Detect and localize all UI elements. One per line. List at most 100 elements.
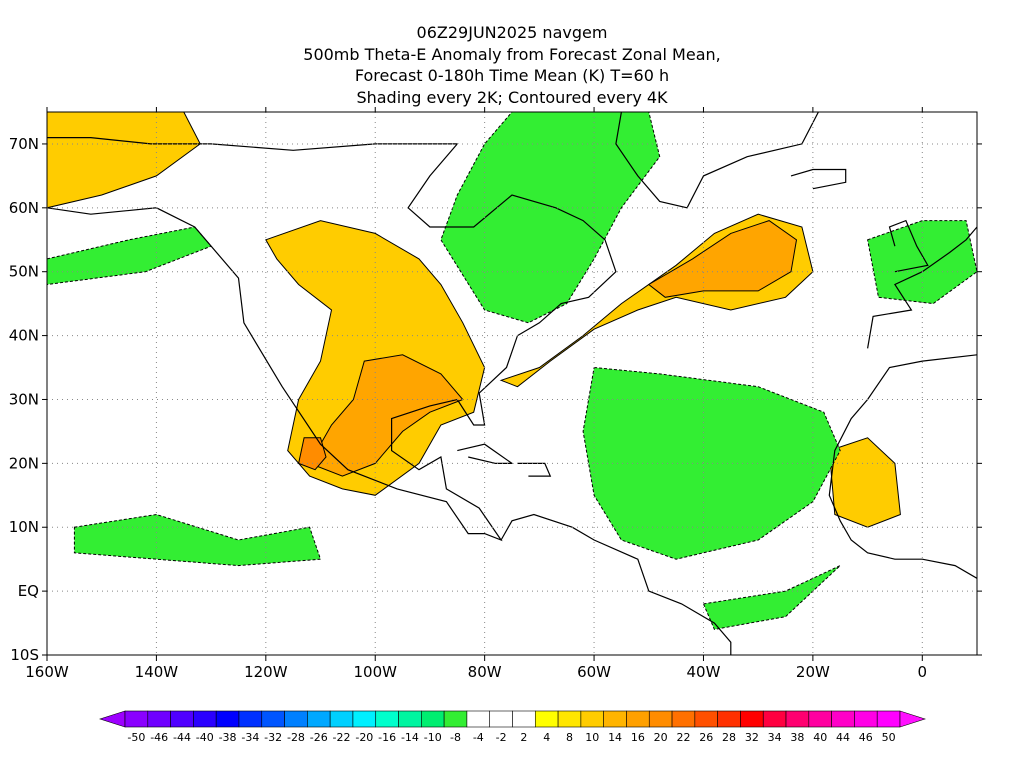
colorbar-swatch xyxy=(307,710,331,728)
anomaly-alaska-warm xyxy=(47,112,201,209)
colorbar-swatch xyxy=(489,710,513,728)
title-date-model: 06Z29JUN2025 navgem xyxy=(416,23,608,42)
colorbar-swatch xyxy=(854,710,878,728)
title-shading-note: Shading every 2K; Contoured every 4K xyxy=(356,87,668,107)
colorbar-label: 16 xyxy=(631,731,645,744)
colorbar-swatch xyxy=(785,710,810,728)
colorbar-label: -34 xyxy=(241,731,259,744)
lat-tick-label: 60N xyxy=(9,199,39,217)
lat-tick-label: 70N xyxy=(9,135,39,153)
anomaly-baja-max xyxy=(298,437,327,471)
map-titles: 06Z29JUN2025 navgem 500mb Theta-E Anomal… xyxy=(0,22,1024,108)
colorbar-label: 22 xyxy=(676,731,690,744)
colorbar-low-arrow xyxy=(99,710,126,728)
colorbar-swatch xyxy=(238,710,263,728)
colorbar-label: 38 xyxy=(790,731,804,744)
colorbar-swatch xyxy=(534,710,559,728)
lon-tick-label: 100W xyxy=(354,663,398,681)
south-america-coast xyxy=(500,513,732,655)
lon-tick-label: 160W xyxy=(25,663,69,681)
lat-tick-label: 20N xyxy=(9,454,39,472)
anomaly-us-mexico-core xyxy=(308,354,464,477)
colorbar-label: 50 xyxy=(882,731,896,744)
lat-tick-label: 10N xyxy=(9,518,39,536)
colorbar-high-arrow xyxy=(899,710,926,728)
lat-tick-label: 30N xyxy=(9,390,39,408)
colorbar-swatch xyxy=(215,710,240,728)
title-forecast-range: Forecast 0-180h Time Mean (K) T=60 h xyxy=(354,66,670,85)
colorbar-swatch xyxy=(443,710,468,728)
colorbar-swatch xyxy=(876,710,901,728)
colorbar-swatch xyxy=(626,710,650,728)
colorbar-label: 10 xyxy=(585,731,599,744)
colorbar-label: -50 xyxy=(127,731,145,744)
colorbar-label: 34 xyxy=(768,731,782,744)
colorbar-label: -32 xyxy=(264,731,282,744)
colorbar-swatch xyxy=(398,710,422,728)
axis-ticks: 160W 140W 120W 100W 80W 60W 40W 20W 0 70N 60N 50N 40… xyxy=(9,107,982,681)
iceland-outline xyxy=(790,168,847,190)
lon-tick-label: 0 xyxy=(918,663,928,681)
colorbar-swatch xyxy=(375,710,399,728)
colorbar-swatch xyxy=(671,710,696,728)
map-frame xyxy=(46,111,978,656)
colorbar-swatch xyxy=(170,710,194,728)
colorbar-label: -40 xyxy=(196,731,214,744)
colorbar-swatch xyxy=(740,710,764,728)
lon-tick-label: 20W xyxy=(796,663,830,681)
europe-coast xyxy=(867,226,977,349)
colorbar-swatch xyxy=(603,710,627,728)
colorbar-label: -20 xyxy=(355,731,373,744)
colorbar-label: -4 xyxy=(473,731,484,744)
colorbar-label: -26 xyxy=(310,731,328,744)
lat-tick-label: 40N xyxy=(9,327,39,345)
colorbar-label: -22 xyxy=(333,731,351,744)
colorbar-label: 14 xyxy=(608,731,622,744)
colorbar-label: 40 xyxy=(813,731,827,744)
anomaly-pacific-band-cool xyxy=(73,513,322,567)
colorbar-label: -44 xyxy=(173,731,191,744)
colorbar-swatch xyxy=(284,710,308,728)
colorbar-label: 20 xyxy=(654,731,668,744)
colorbar-swatch xyxy=(352,710,377,728)
colorbar: -50 -46 -44 -40 -38 -34 -32 -28 -26 -22 -20 -16 -14-… xyxy=(99,710,926,744)
colorbar-label: -46 xyxy=(150,731,168,744)
colorbar-swatch xyxy=(421,710,445,728)
colorbar-label: 44 xyxy=(836,731,850,744)
graticule-layer xyxy=(47,112,977,655)
colorbar-label: 4 xyxy=(543,731,550,744)
colorbar-swatch xyxy=(557,710,582,728)
colorbar-swatch xyxy=(694,710,718,728)
lat-tick-label: EQ xyxy=(18,582,39,600)
anomaly-west-africa-warm xyxy=(828,437,901,528)
hispaniola-outline xyxy=(517,462,552,477)
north-america-coast xyxy=(47,137,617,542)
colorbar-swatch xyxy=(808,710,832,728)
lon-tick-label: 140W xyxy=(135,663,179,681)
colorbar-label: 26 xyxy=(699,731,713,744)
lon-tick-label: 120W xyxy=(244,663,288,681)
colorbar-label: -16 xyxy=(378,731,396,744)
anomaly-greenland-labrador-cool xyxy=(440,112,661,324)
colorbar-swatch xyxy=(580,710,604,728)
uk-outline xyxy=(888,219,929,273)
colorbar-label: 8 xyxy=(566,731,573,744)
colorbar-swatch xyxy=(717,710,741,728)
colorbar-label: -28 xyxy=(287,731,305,744)
colorbar-label: -14 xyxy=(401,731,419,744)
colorbar-label: 46 xyxy=(859,731,873,744)
colorbar-swatch xyxy=(329,710,354,728)
lon-tick-label: 40W xyxy=(687,663,721,681)
title-variable: 500mb Theta-E Anomaly from Forecast Zona… xyxy=(303,44,721,64)
colorbar-swatch xyxy=(147,710,171,728)
africa-coast xyxy=(828,354,977,579)
colorbar-swatch xyxy=(124,710,149,728)
anomaly-shading-layer xyxy=(47,112,977,630)
colorbar-swatch xyxy=(261,710,285,728)
lat-tick-label: 50N xyxy=(9,263,39,281)
anomaly-north-atlantic-core xyxy=(647,220,798,298)
colorbar-swatch xyxy=(762,710,787,728)
colorbar-label: 28 xyxy=(722,731,736,744)
lon-tick-label: 60W xyxy=(577,663,611,681)
